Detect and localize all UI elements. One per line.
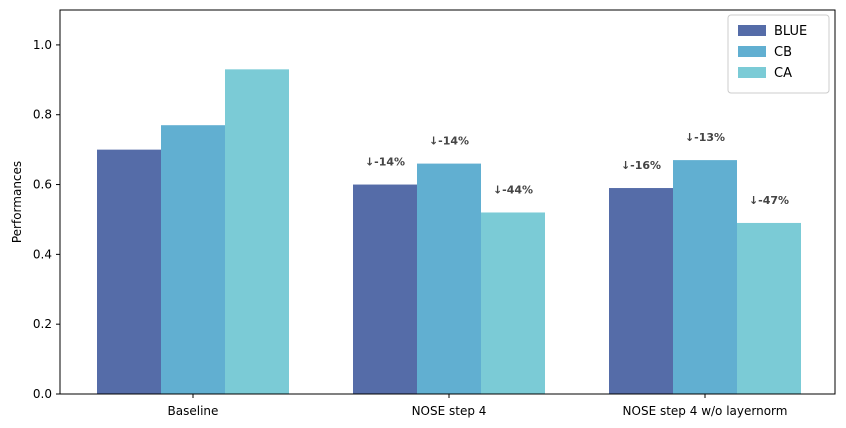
bar-annotation: ↓-47% — [749, 194, 789, 207]
bar-blue-0 — [97, 149, 161, 394]
bar-cb-1 — [417, 163, 481, 394]
x-tick-label: NOSE step 4 w/o layernorm — [623, 404, 788, 418]
x-axis: Baseline NOSE step 4 NOSE step 4 w/o layer… — [168, 394, 788, 418]
bar-ca-1 — [481, 212, 545, 394]
bar-cb-2 — [673, 160, 737, 394]
y-tick-label: 1.0 — [33, 38, 52, 52]
bar-annotation: ↓-14% — [429, 135, 469, 148]
bar-ca-0 — [225, 69, 289, 394]
legend-label-cb: CB — [774, 45, 792, 60]
x-tick-label: Baseline — [168, 404, 219, 418]
legend-label-ca: CA — [774, 66, 792, 81]
y-tick-label: 0.6 — [33, 178, 52, 192]
y-tick-label: 0.2 — [33, 317, 52, 331]
bar-cb-0 — [161, 125, 225, 394]
legend-swatch-cb — [738, 46, 766, 57]
legend-label-blue: BLUE — [774, 24, 807, 39]
annotations-layer: ↓-14% ↓-14% ↓-44% ↓-16% ↓-13% ↓-47% — [365, 131, 789, 207]
legend-swatch-ca — [738, 67, 766, 78]
bar-annotation: ↓-44% — [493, 183, 533, 196]
bar-annotation: ↓-13% — [685, 131, 725, 144]
y-axis: 0.0 0.2 0.4 0.6 0.8 1.0 — [33, 38, 60, 401]
y-tick-label: 0.8 — [33, 108, 52, 122]
plot-frame — [59, 9, 836, 395]
x-tick-label: NOSE step 4 — [412, 404, 487, 418]
bar-annotation: ↓-16% — [621, 159, 661, 172]
y-tick-label: 0.4 — [33, 247, 52, 261]
bars-layer — [97, 69, 801, 394]
legend: BLUE CB CA — [727, 14, 830, 94]
y-tick-label: 0.0 — [33, 387, 52, 401]
bar-blue-1 — [353, 184, 417, 394]
bar-annotation: ↓-14% — [365, 156, 405, 169]
bar-ca-2 — [737, 222, 801, 394]
bar-blue-2 — [609, 188, 673, 394]
y-axis-label: Performances — [10, 161, 24, 243]
legend-swatch-blue — [738, 25, 766, 36]
